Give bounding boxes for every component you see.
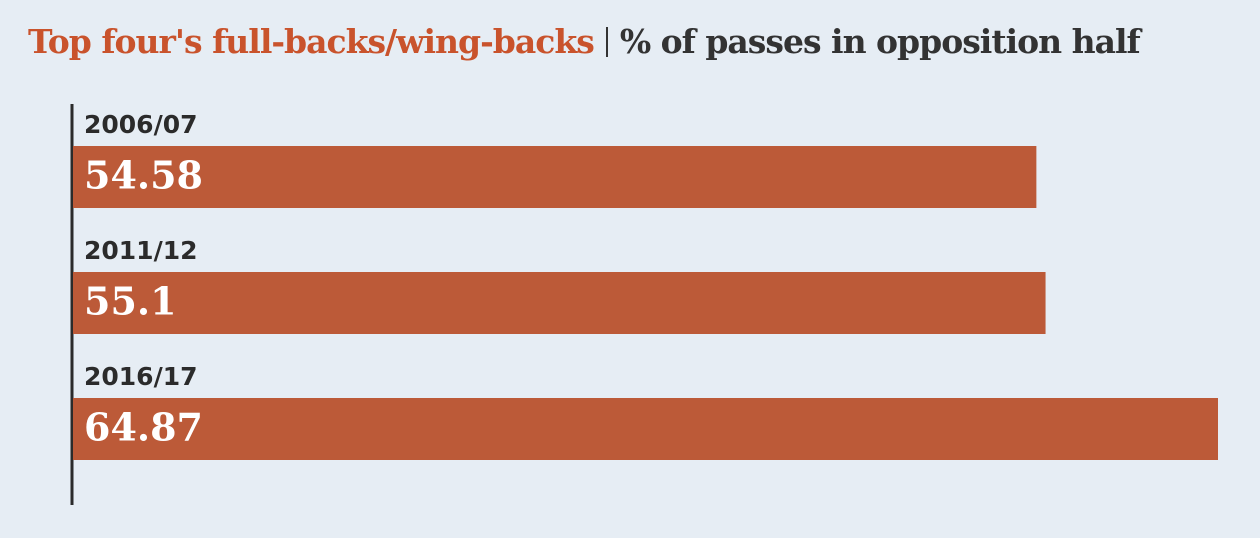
category-label: 2016/17	[84, 362, 198, 391]
category-label: 2011/12	[84, 236, 198, 265]
title-separator	[605, 26, 608, 57]
chart-header: Top four's full-backs/wing-backs % of pa…	[28, 22, 1141, 61]
category-label: 2006/07	[84, 110, 198, 139]
value-label: 64.87	[84, 405, 203, 450]
bar	[73, 272, 1046, 334]
chart-subtitle: % of passes in opposition half	[619, 22, 1141, 61]
value-label: 55.1	[84, 279, 177, 324]
chart-title: Top four's full-backs/wing-backs	[28, 22, 595, 61]
value-label: 54.58	[84, 153, 203, 198]
bar	[73, 146, 1037, 208]
bar	[73, 398, 1218, 460]
